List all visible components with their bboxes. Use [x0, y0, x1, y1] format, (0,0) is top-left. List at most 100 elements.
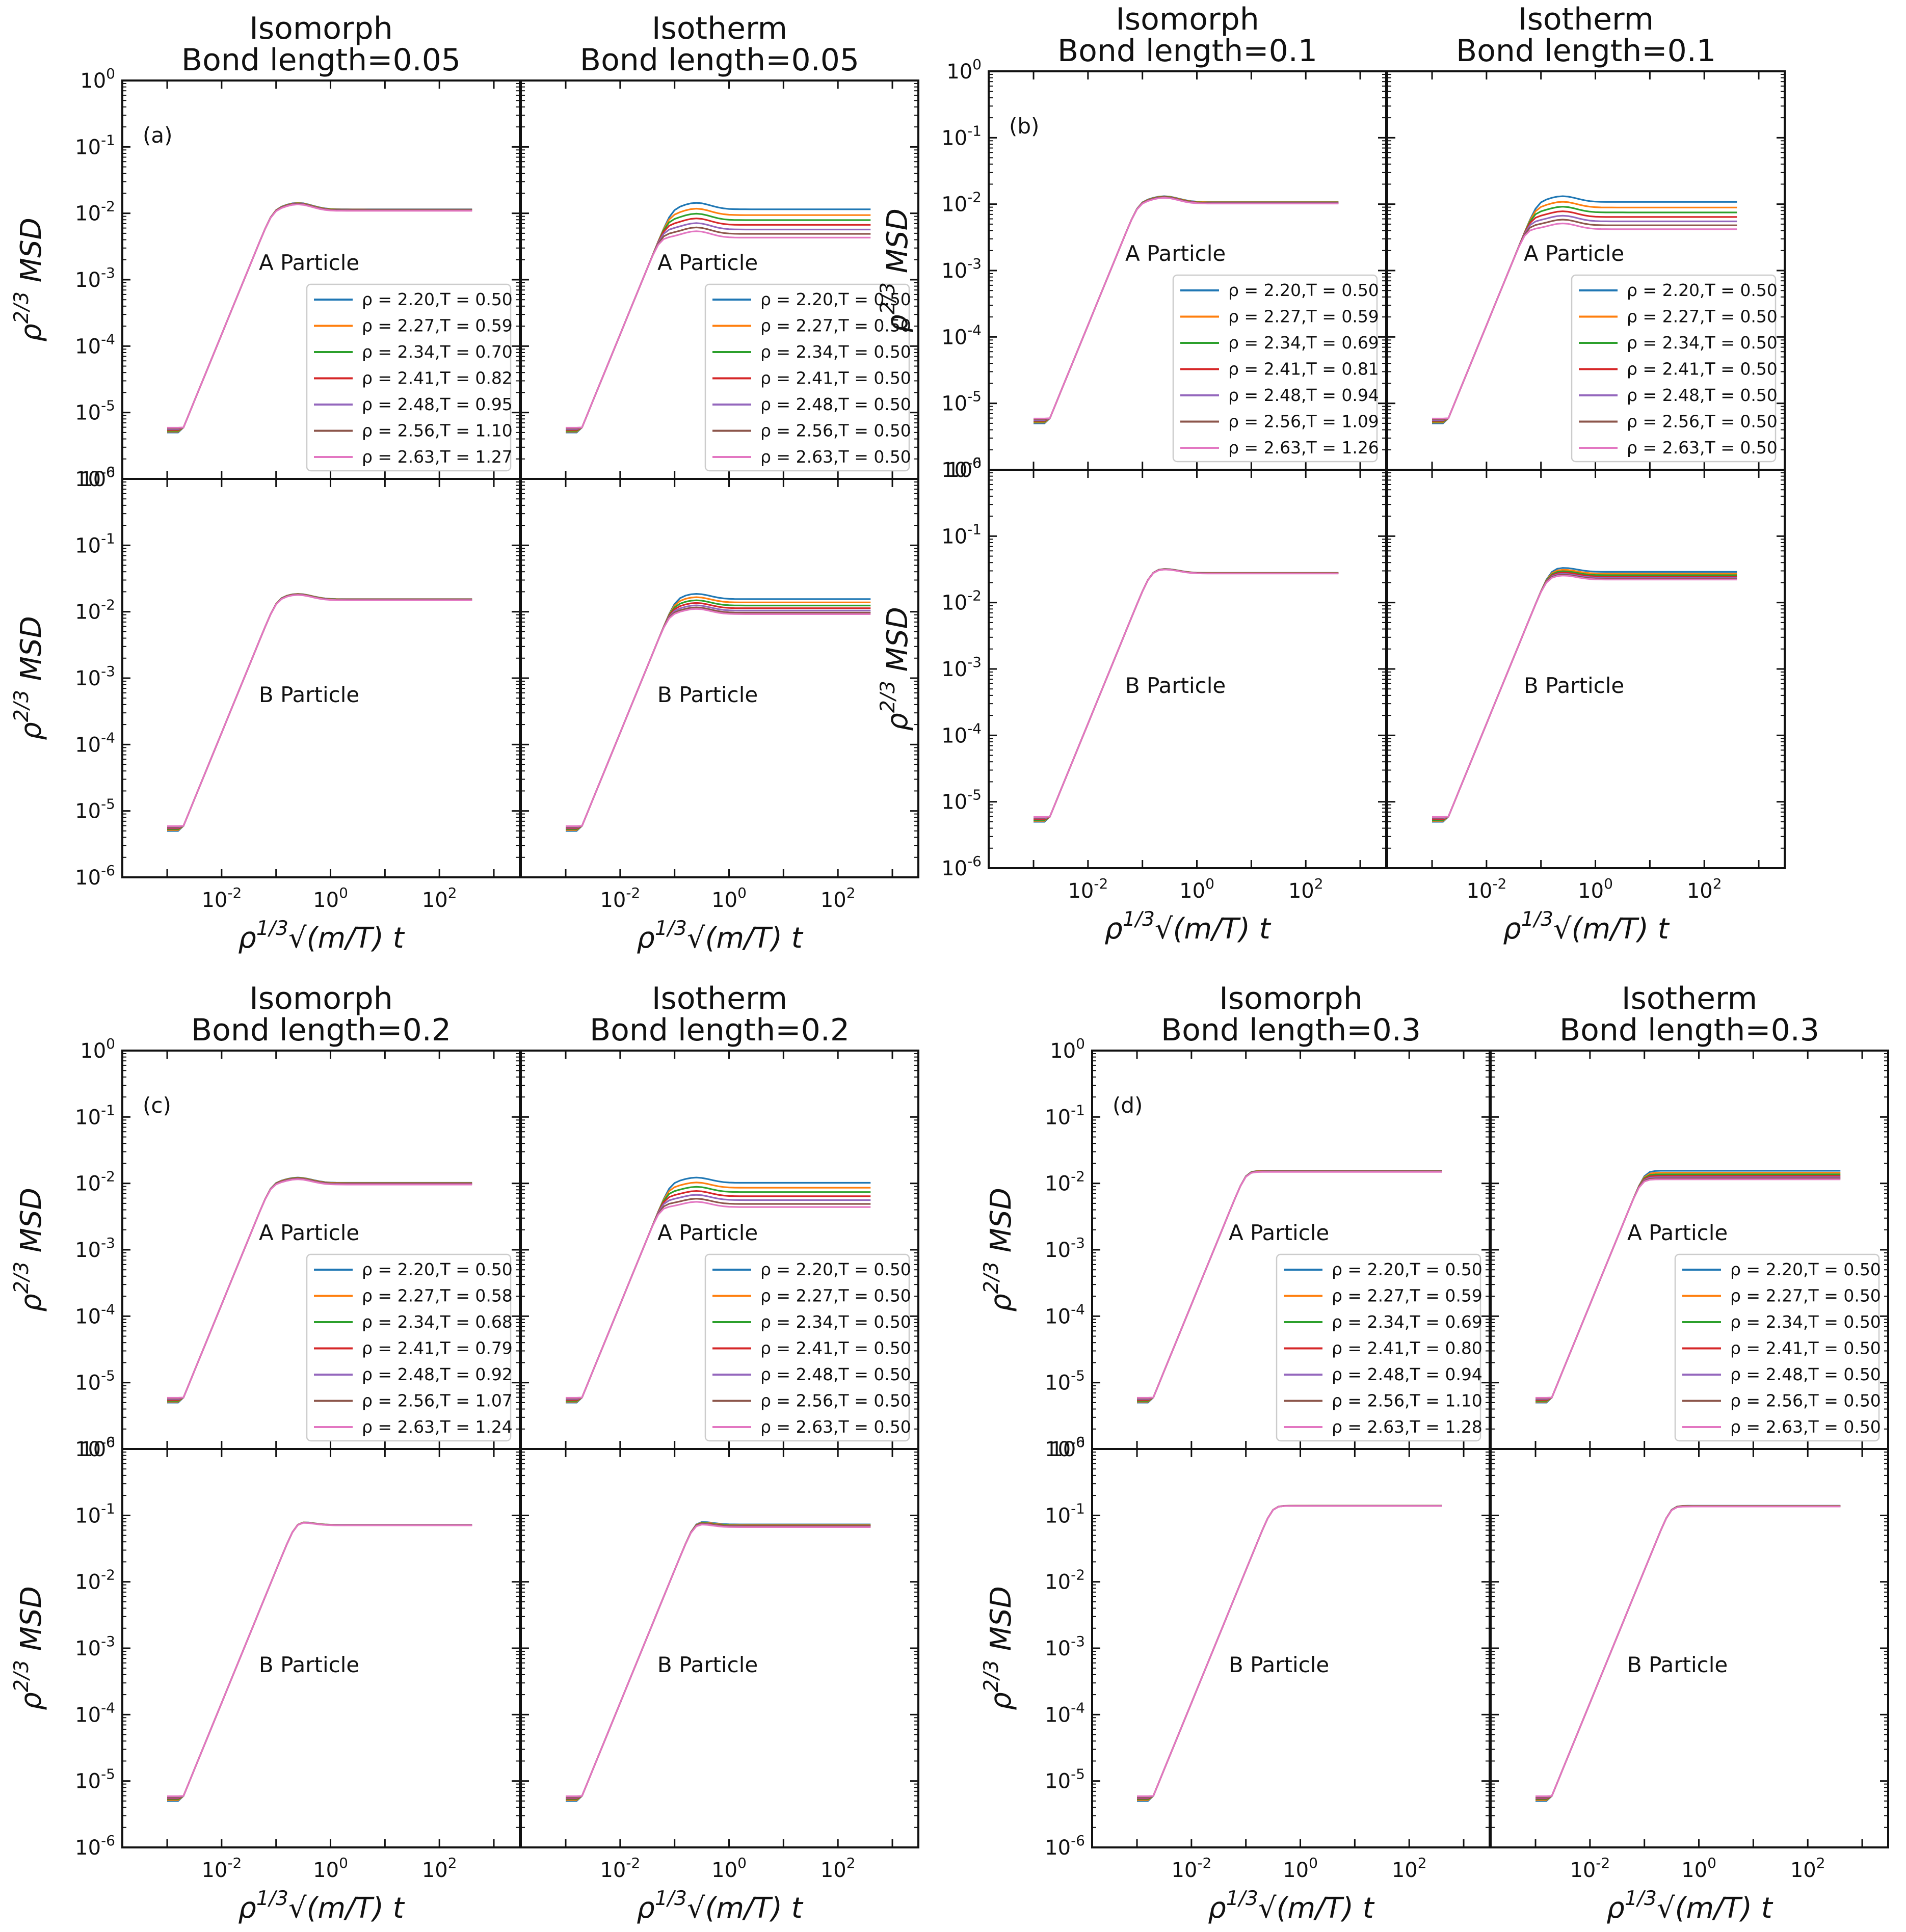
- x-tick-label: 10-2​: [1570, 1855, 1610, 1882]
- x-tick-label: 10-2​: [201, 1855, 242, 1882]
- y-tick-label: 10-1​: [1045, 1500, 1085, 1527]
- x-tick-label: 10-2​: [1068, 875, 1108, 903]
- y-axis-label: ρ2/3​ MSD: [10, 616, 48, 740]
- column-subtitle: Bond length=0.3: [1559, 1012, 1819, 1048]
- series-line: [1432, 222, 1737, 420]
- y-tick-label: 10-5​: [941, 388, 982, 416]
- y-tick-label: 100​: [1050, 1035, 1085, 1063]
- legend-entry: ρ = 2.34,T = 0.50: [760, 342, 911, 362]
- x-tick-label: 100​: [1681, 1855, 1716, 1882]
- particle-label: A Particle: [657, 250, 758, 275]
- x-tick-label: 100​: [1578, 875, 1613, 903]
- y-tick-label: 10-2​: [75, 198, 115, 226]
- series-line: [1137, 1505, 1442, 1798]
- axes-frame: [1386, 469, 1786, 869]
- y-axis-label: ρ2/3​ MSD: [10, 218, 48, 341]
- legend-entry: ρ = 2.27,T = 0.50: [1627, 307, 1778, 327]
- y-tick-label: 10-5​: [1045, 1367, 1085, 1395]
- y-tick-label: 100​: [80, 1035, 115, 1063]
- particle-label: A Particle: [1125, 241, 1226, 266]
- legend-entry: ρ = 2.63,T = 0.50: [1627, 438, 1778, 458]
- legend-entry: ρ = 2.41,T = 0.50: [1627, 359, 1778, 379]
- particle-label: A Particle: [259, 250, 359, 275]
- x-tick-label: 100​: [711, 884, 747, 912]
- x-axis-label: ρ1/3​√(m/T) t: [1208, 1887, 1374, 1925]
- legend-entry: ρ = 2.56,T = 0.50: [760, 1391, 911, 1411]
- y-tick-label: 10-4​: [941, 321, 982, 349]
- y-tick-label: 10-1​: [75, 530, 115, 557]
- series-line: [167, 594, 472, 827]
- x-tick-label: 102​: [422, 884, 457, 912]
- y-tick-label: 10-1​: [941, 521, 982, 548]
- legend-entry: ρ = 2.56,T = 0.50: [1627, 412, 1778, 432]
- legend-entry: ρ = 2.63,T = 1.24: [362, 1417, 513, 1437]
- x-axis-label: ρ1/3​√(m/T) t: [238, 1887, 405, 1925]
- y-tick-label: 10-4​: [75, 729, 115, 757]
- y-tick-label: 10-6​: [75, 1832, 115, 1860]
- legend-entry: ρ = 2.63,T = 1.27: [362, 447, 513, 467]
- x-axis-label: ρ1/3​√(m/T) t: [1503, 908, 1670, 946]
- x-axis-label: ρ1/3​√(m/T) t: [238, 917, 405, 955]
- series-line: [566, 599, 871, 830]
- legend-entry: ρ = 2.34,T = 0.50: [1730, 1312, 1881, 1332]
- particle-label: A Particle: [1627, 1220, 1728, 1245]
- legend-entry: ρ = 2.56,T = 1.09: [1228, 412, 1379, 432]
- legend-entry: ρ = 2.34,T = 0.68: [362, 1312, 513, 1332]
- series-line: [566, 606, 871, 828]
- series-line: [167, 593, 472, 831]
- legend-entry: ρ = 2.48,T = 0.50: [760, 394, 911, 414]
- legend-entry: ρ = 2.41,T = 0.82: [362, 368, 513, 388]
- series-line: [566, 230, 871, 429]
- y-tick-label: 10-3​: [1045, 1633, 1085, 1660]
- y-tick-label: 10-5​: [75, 1766, 115, 1793]
- y-axis-label: ρ2/3​ MSD: [877, 208, 914, 332]
- y-tick-label: 10-1​: [1045, 1102, 1085, 1129]
- x-tick-label: 100​: [313, 1855, 348, 1882]
- y-axis-label: ρ2/3​ MSD: [980, 1188, 1018, 1311]
- column-subtitle: Bond length=0.3: [1161, 1012, 1421, 1048]
- column-title: Isomorph: [1219, 981, 1363, 1016]
- series-line: [167, 1522, 472, 1797]
- y-tick-label: 10-3​: [75, 264, 115, 292]
- panel-label: (b): [1009, 114, 1039, 139]
- column-title: Isotherm: [1518, 2, 1654, 37]
- particle-label: B Particle: [1125, 673, 1226, 698]
- legend-entry: ρ = 2.27,T = 0.50: [760, 1286, 911, 1306]
- legend-entry: ρ = 2.27,T = 0.59: [1332, 1286, 1483, 1306]
- legend-entry: ρ = 2.56,T = 1.07: [362, 1391, 513, 1411]
- series-line: [566, 602, 871, 829]
- series-line: [566, 596, 871, 831]
- series-line: [167, 594, 472, 828]
- particle-label: B Particle: [259, 682, 359, 707]
- y-tick-label: 10-4​: [75, 1699, 115, 1727]
- particle-label: B Particle: [1229, 1652, 1329, 1677]
- legend-entry: ρ = 2.34,T = 0.50: [760, 1312, 911, 1332]
- particle-label: B Particle: [1627, 1652, 1728, 1677]
- panel-label: (c): [143, 1093, 171, 1118]
- legend-entry: ρ = 2.56,T = 1.10: [362, 421, 513, 441]
- series-line: [1432, 575, 1737, 818]
- y-axis-label: ρ2/3​ MSD: [980, 1586, 1018, 1710]
- particle-label: A Particle: [1229, 1220, 1329, 1245]
- legend-box: [1674, 1253, 1880, 1442]
- x-tick-label: 10-2​: [201, 884, 242, 912]
- y-tick-label: 10-6​: [941, 454, 982, 482]
- axes-frame: [520, 478, 919, 878]
- legend-entry: ρ = 2.41,T = 0.50: [1730, 1338, 1881, 1358]
- y-axis-label: ρ2/3​ MSD: [10, 1188, 48, 1311]
- column-title: Isotherm: [1622, 981, 1757, 1016]
- legend-box: [306, 1253, 512, 1442]
- panel-label: (a): [143, 123, 173, 148]
- legend-entry: ρ = 2.27,T = 0.59: [1228, 307, 1379, 327]
- column-title: Isomorph: [1116, 2, 1259, 37]
- x-tick-label: 102​: [1392, 1855, 1427, 1882]
- y-tick-label: 10-6​: [75, 1434, 115, 1461]
- particle-label: B Particle: [259, 1652, 359, 1677]
- y-tick-label: 10-5​: [75, 397, 115, 425]
- legend-entry: ρ = 2.41,T = 0.81: [1228, 359, 1379, 379]
- legend-entry: ρ = 2.56,T = 0.50: [760, 421, 911, 441]
- y-tick-label: 10-3​: [75, 1235, 115, 1262]
